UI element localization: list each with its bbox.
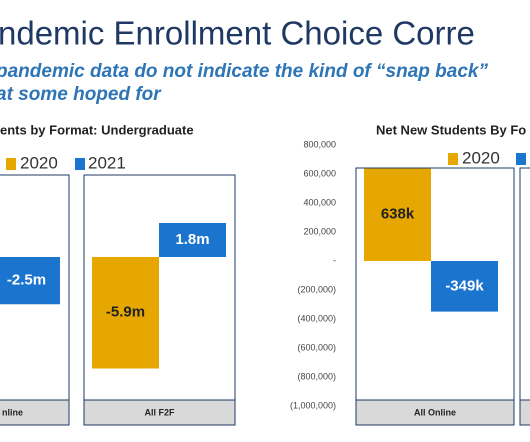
y-tick-label: (600,000) [297, 342, 336, 352]
y-tick-label: (1,000,000) [290, 400, 336, 410]
x-tick-label: nline [2, 407, 23, 417]
category-box [355, 399, 515, 426]
data-label: -2.5m [7, 272, 46, 289]
y-tick-label: (400,000) [297, 313, 336, 323]
y-tick-label: 800,000 [303, 139, 336, 149]
data-label: 1.8m [175, 231, 209, 248]
data-label: 638k [381, 206, 415, 223]
category-box [519, 399, 530, 426]
panel [0, 174, 70, 426]
legend-label: 2021 [88, 153, 126, 172]
slide-title: ndemic Enrollment Choice Corre [0, 15, 475, 52]
chart-title: Net New Students By Fo [376, 122, 526, 137]
legend-label: 2020 [20, 153, 58, 172]
y-tick-label: 200,000 [303, 226, 336, 236]
bar [92, 257, 159, 369]
category-box [0, 399, 70, 426]
bar [431, 261, 498, 312]
bar [0, 257, 60, 305]
x-tick-label: All F2F [144, 407, 175, 417]
legend-marker [516, 153, 526, 165]
panel [519, 167, 530, 426]
data-label: -349k [445, 277, 484, 294]
y-tick-label: 400,000 [303, 197, 336, 207]
bar [364, 168, 431, 261]
y-tick-label: (200,000) [297, 284, 336, 294]
slide-subtitle: at some hoped for [0, 84, 162, 105]
slide-subtitle: pandemic data do not indicate the kind o… [0, 61, 488, 82]
x-tick-label: All Online [414, 407, 456, 417]
bar [159, 222, 226, 257]
y-tick-label: - [333, 255, 336, 265]
y-tick-label: (800,000) [297, 371, 336, 381]
legend-label: 2020 [462, 148, 500, 167]
chart-title: ents by Format: Undergraduate [0, 122, 194, 137]
legend-marker [448, 153, 458, 165]
legend-marker [6, 158, 16, 170]
data-label: -5.9m [106, 304, 145, 321]
y-tick-label: 600,000 [303, 168, 336, 178]
legend-marker [75, 158, 85, 170]
category-box [83, 399, 236, 426]
